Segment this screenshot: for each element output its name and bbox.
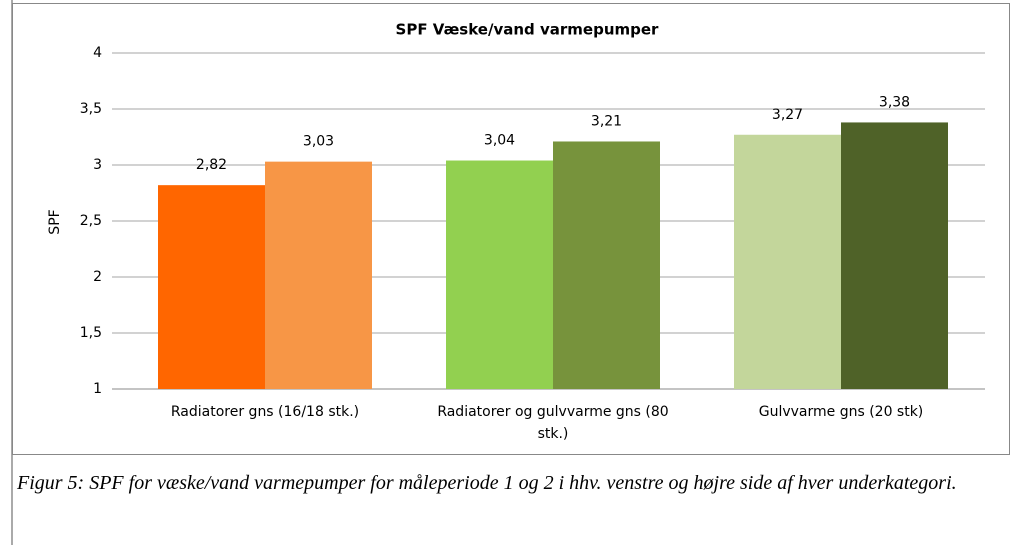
- bar: [265, 161, 372, 389]
- bar: [158, 185, 265, 389]
- data-label: 3,38: [879, 94, 910, 110]
- bar: [553, 141, 660, 389]
- y-tick-label: 1,5: [80, 325, 102, 341]
- y-tick-label: 3: [93, 157, 102, 173]
- y-tick-label: 4: [93, 45, 102, 61]
- data-label: 2,82: [196, 157, 227, 173]
- bar: [446, 160, 553, 389]
- y-tick-label: 2: [93, 269, 102, 285]
- y-axis-label: SPF: [47, 209, 63, 234]
- data-label: 3,03: [303, 134, 334, 150]
- data-label: 3,21: [591, 113, 622, 129]
- x-tick-label: Radiatorer gns (16/18 stk.): [170, 404, 360, 420]
- chart-title: SPF Væske/vand varmepumper: [396, 21, 660, 39]
- y-tick-label: 2,5: [80, 213, 102, 229]
- y-tick-label: 3,5: [80, 101, 102, 117]
- x-tick-label: Radiatorer og gulvvarme gns (80 stk.): [437, 404, 669, 442]
- caption: Figur 5: SPF for væske/vand varmepumper …: [17, 472, 957, 494]
- y-tick-label: 1: [93, 381, 102, 397]
- data-label: 3,27: [772, 107, 803, 123]
- bar: [841, 122, 948, 389]
- chart-frame: [12, 3, 1010, 455]
- x-tick-label: Gulvvarme gns (20 stk): [758, 404, 924, 420]
- bar: [734, 134, 841, 389]
- data-label: 3,04: [484, 133, 515, 149]
